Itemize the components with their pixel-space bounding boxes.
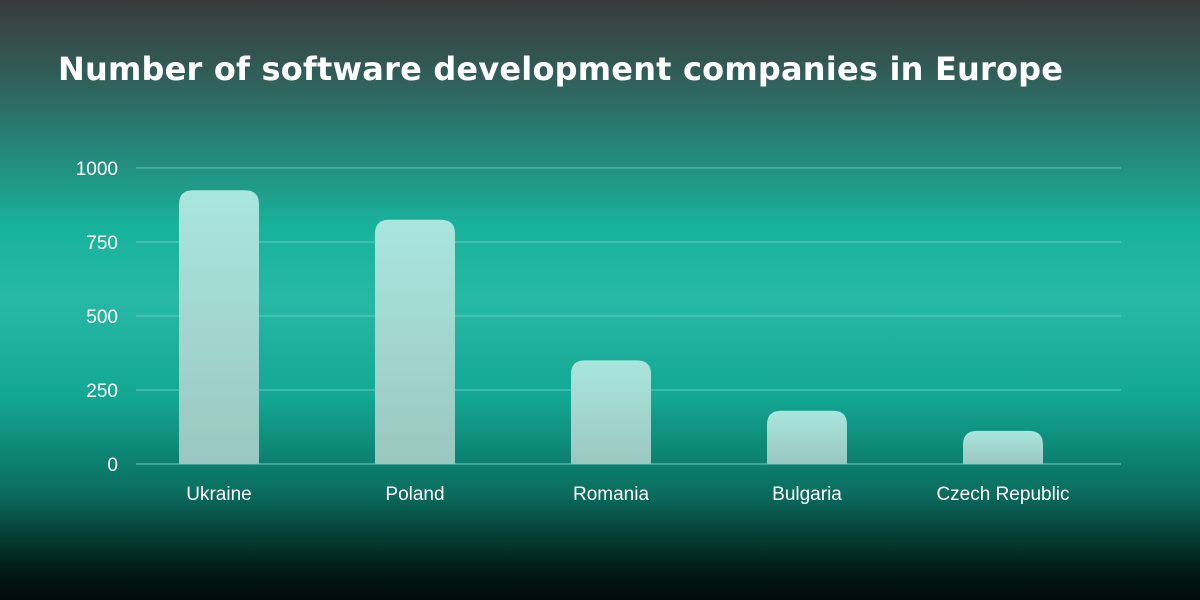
chart-title: Number of software development companies… [58, 50, 1064, 88]
bar-ukraine [179, 190, 259, 464]
y-tick-label: 500 [86, 307, 118, 328]
y-tick-label: 750 [86, 233, 118, 254]
x-category-label: Czech Republic [936, 484, 1069, 505]
x-category-label: Bulgaria [772, 484, 842, 505]
y-tick-label: 250 [86, 381, 118, 402]
x-category-label: Ukraine [186, 484, 251, 505]
x-category-label: Poland [385, 484, 444, 505]
y-tick-label: 0 [107, 455, 118, 476]
y-tick-label: 1000 [76, 159, 118, 180]
x-axis-labels: Ukraine Poland Romania Bulgaria Czech Republ… [186, 484, 1069, 505]
y-axis-ticks: 0 250 500 750 1000 [76, 159, 118, 476]
bar-bulgaria [767, 410, 847, 464]
x-category-label: Romania [573, 484, 649, 505]
bars [179, 190, 1043, 464]
bar-poland [375, 219, 455, 464]
bar-czech-republic [963, 430, 1043, 464]
bar-romania [571, 360, 651, 464]
